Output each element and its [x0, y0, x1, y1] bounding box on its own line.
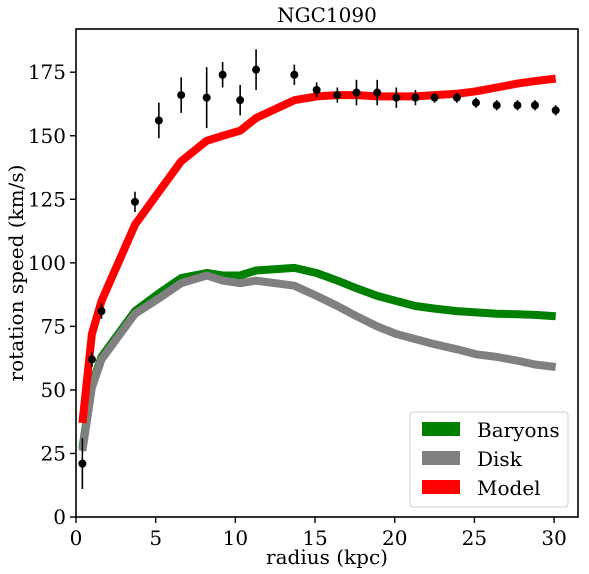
legend-swatch-baryons [422, 422, 460, 436]
data-marker [530, 101, 539, 110]
data-point [97, 303, 106, 319]
data-marker [290, 70, 299, 79]
legend-label-disk: Disk [477, 447, 523, 471]
legend-swatch-disk [422, 451, 460, 465]
y-tick-label: 125 [28, 187, 66, 211]
data-point [78, 438, 87, 490]
data-marker [252, 65, 261, 74]
y-tick-label: 25 [41, 441, 66, 465]
data-point [472, 97, 481, 108]
data-marker [513, 101, 522, 110]
plot-area [78, 49, 560, 490]
data-marker [452, 93, 461, 102]
data-point [130, 191, 139, 212]
chart-title: NGC1090 [277, 3, 377, 27]
data-marker [218, 70, 227, 79]
data-point [373, 79, 382, 106]
y-tick-label: 100 [28, 251, 66, 275]
data-point [513, 100, 522, 111]
data-marker [411, 93, 420, 102]
data-marker [236, 96, 245, 105]
y-tick-label: 75 [41, 314, 66, 338]
data-point [530, 100, 539, 111]
series-line-disk [78, 271, 557, 452]
data-marker [202, 93, 211, 102]
plot-frame [75, 28, 579, 518]
legend-swatch-model [422, 480, 460, 494]
data-point [218, 62, 227, 88]
data-marker [130, 197, 139, 206]
x-axis-label: radius (kpc) [266, 545, 388, 569]
data-marker [392, 93, 401, 102]
data-point [202, 67, 211, 129]
data-point [333, 87, 342, 103]
data-point [411, 90, 420, 106]
data-marker [492, 101, 501, 110]
data-point [290, 64, 299, 85]
data-marker [352, 88, 361, 97]
data-point [252, 49, 261, 90]
x-tick-label: 0 [70, 526, 83, 550]
x-axis: 0 5 10 15 20 25 30 [70, 517, 567, 550]
data-point [154, 102, 163, 139]
legend-label-model: Model [477, 476, 541, 500]
y-tick-label: 175 [28, 60, 66, 84]
legend-label-baryons: Baryons [477, 418, 560, 442]
y-tick-label: 50 [41, 378, 66, 402]
data-marker [551, 106, 560, 115]
data-marker [87, 355, 96, 364]
data-marker [154, 116, 163, 125]
y-axis-label: rotation speed (km/s) [4, 165, 28, 382]
y-axis: 0 25 50 75 100 125 150 175 [28, 60, 76, 529]
data-marker [177, 91, 186, 100]
data-point [492, 100, 501, 111]
data-marker [97, 307, 106, 316]
data-point [177, 77, 186, 113]
data-marker [373, 88, 382, 97]
data-point [87, 351, 96, 368]
data-point [312, 82, 321, 98]
data-marker [78, 459, 87, 468]
data-marker [430, 93, 439, 102]
data-point [392, 87, 401, 108]
x-tick-label: 25 [462, 526, 487, 550]
x-tick-label: 5 [149, 526, 162, 550]
data-point [452, 92, 461, 103]
x-tick-label: 15 [302, 526, 327, 550]
data-point [430, 92, 439, 103]
x-tick-label: 30 [541, 526, 566, 550]
legend: Baryons Disk Model [409, 411, 569, 508]
x-tick-label: 20 [382, 526, 407, 550]
data-point [352, 79, 361, 106]
data-point [236, 84, 245, 116]
y-tick-label: 0 [53, 505, 66, 529]
data-marker [312, 86, 321, 94]
series-line-model [78, 74, 557, 424]
x-tick-label: 10 [223, 526, 248, 550]
data-point [551, 105, 560, 116]
data-marker [472, 98, 481, 107]
y-tick-label: 150 [28, 124, 66, 148]
data-marker [333, 91, 342, 100]
